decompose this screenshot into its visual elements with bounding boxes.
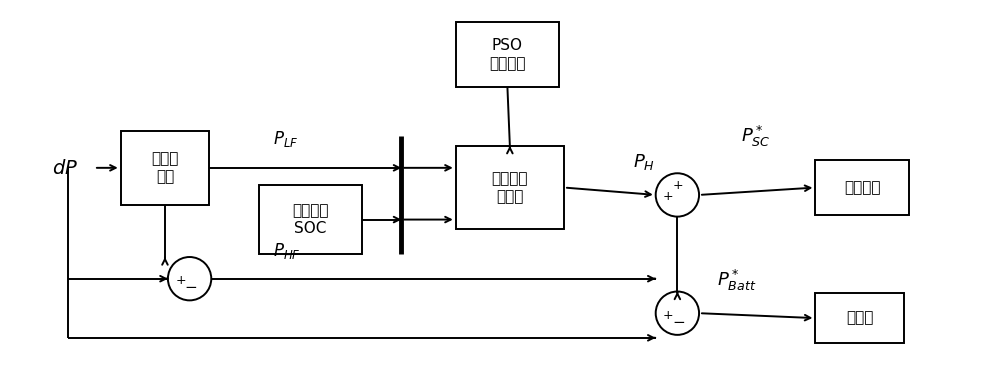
Bar	[456, 146, 564, 229]
Circle shape	[168, 257, 211, 300]
Bar	[456, 22, 559, 86]
Text: 蓄电池: 蓄电池	[846, 311, 873, 326]
Text: +: +	[673, 179, 684, 192]
Text: $dP$: $dP$	[52, 159, 78, 178]
Text: −: −	[184, 280, 197, 295]
Text: +: +	[662, 190, 673, 203]
Text: 模糊逻辑
控制器: 模糊逻辑 控制器	[492, 171, 528, 204]
Circle shape	[656, 291, 699, 335]
Circle shape	[656, 173, 699, 217]
Text: +: +	[175, 274, 186, 287]
Text: +: +	[663, 309, 674, 322]
Text: $P^*_{Batt}$: $P^*_{Batt}$	[717, 268, 756, 293]
Text: $P_H$: $P_H$	[633, 152, 655, 172]
Text: $P^*_{SC}$: $P^*_{SC}$	[741, 123, 771, 149]
Bar	[121, 131, 209, 205]
Text: 超级电容: 超级电容	[844, 180, 880, 195]
Text: $P_{HF}$: $P_{HF}$	[273, 241, 301, 261]
Text: 低通滤
波器: 低通滤 波器	[151, 152, 179, 184]
Bar	[815, 160, 909, 215]
Text: $P_{LF}$: $P_{LF}$	[273, 129, 299, 149]
Bar	[815, 293, 904, 343]
Text: PSO
参数优化: PSO 参数优化	[489, 38, 526, 71]
Text: −: −	[672, 315, 685, 330]
Text: 超级电容
SOC: 超级电容 SOC	[292, 203, 329, 236]
Bar	[259, 185, 362, 254]
